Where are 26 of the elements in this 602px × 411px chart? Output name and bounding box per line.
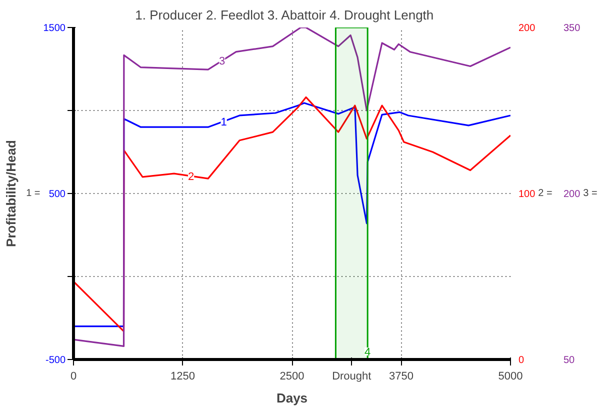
y-tick-label: 1500: [43, 23, 66, 34]
y-axis-title: Profitability/Head: [4, 140, 18, 247]
chart-title: 1. Producer 2. Feedlot 3. Abattoir 4. Drought Length: [135, 8, 434, 22]
y-tick-label: -500: [45, 355, 66, 366]
series-label: 3: [219, 56, 226, 68]
x-tick-label: 2500: [280, 370, 304, 382]
annotation: 4: [364, 346, 371, 358]
text: 2 =: [538, 188, 553, 199]
x-tick-label: 3750: [389, 370, 414, 382]
y2-tick-label: 100: [518, 189, 536, 200]
y2-tick-label: 0: [518, 355, 524, 366]
y-tick-label: 500: [48, 189, 66, 200]
series-label: 2: [188, 171, 194, 184]
x-tick-label: 1250: [170, 370, 195, 382]
x-axis-title: Days: [276, 390, 308, 406]
x-tick-label: 5000: [498, 370, 523, 382]
y3-tick-label: 200: [564, 189, 581, 200]
text: 3 =: [583, 188, 598, 199]
y3-tick-label: 50: [564, 355, 576, 366]
x-tick-label: 0: [70, 370, 77, 382]
band-label: Drought: [332, 370, 372, 382]
y2-tick-label: 200: [518, 23, 536, 34]
text: 1 =: [26, 188, 40, 199]
y3-tick-label: 350: [564, 23, 581, 34]
series-label: 1: [220, 116, 227, 128]
line-series: [74, 28, 510, 348]
